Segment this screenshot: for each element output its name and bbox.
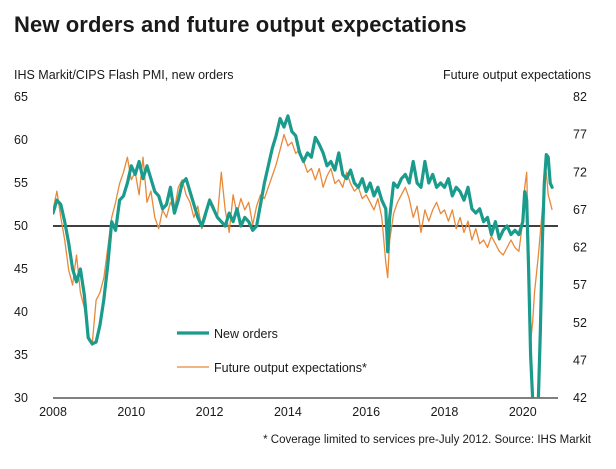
x-tick-label: 2016 xyxy=(352,405,380,419)
left-tick-label: 30 xyxy=(14,391,28,405)
x-tick-label: 2010 xyxy=(117,405,145,419)
x-tick-label: 2014 xyxy=(274,405,302,419)
future-output-series-line xyxy=(53,133,553,346)
new-orders-series-line xyxy=(53,114,554,398)
x-tick-label: 2012 xyxy=(196,405,224,419)
right-tick-label: 72 xyxy=(573,165,587,179)
right-tick-label: 82 xyxy=(573,90,587,104)
x-tick-label: 2020 xyxy=(509,405,537,419)
right-tick-label: 57 xyxy=(573,278,587,292)
left-tick-label: 65 xyxy=(14,90,28,104)
right-tick-label: 52 xyxy=(573,316,587,330)
left-tick-label: 40 xyxy=(14,305,28,319)
legend-future-output-label: Future output expectations* xyxy=(214,361,367,375)
left-tick-label: 55 xyxy=(14,176,28,190)
legend-new-orders-label: New orders xyxy=(214,327,278,341)
left-tick-label: 60 xyxy=(14,133,28,147)
left-tick-label: 35 xyxy=(14,348,28,362)
right-tick-label: 42 xyxy=(573,391,587,405)
x-axis-ticks: 2008 2010 2012 2014 2016 2018 2020 xyxy=(39,405,537,419)
chart-title: New orders and future output expectation… xyxy=(14,12,467,37)
plot-area xyxy=(53,114,558,399)
right-tick-label: 77 xyxy=(573,128,587,142)
left-axis-ticks: 65 60 55 50 45 40 35 30 xyxy=(14,90,28,405)
right-axis-ticks: 82 77 72 67 62 57 52 47 42 xyxy=(573,90,587,405)
right-axis-label: Future output expectations xyxy=(442,68,591,82)
footnote: * Coverage limited to services pre-July … xyxy=(263,434,591,446)
x-tick-label: 2008 xyxy=(39,405,67,419)
legend: New orders Future output expectations* xyxy=(177,327,367,375)
left-tick-label: 50 xyxy=(14,219,28,233)
right-tick-label: 47 xyxy=(573,353,587,367)
right-tick-label: 62 xyxy=(573,241,587,255)
left-tick-label: 45 xyxy=(14,262,28,276)
left-axis-label: IHS Markit/CIPS Flash PMI, new orders xyxy=(14,68,234,82)
x-tick-label: 2018 xyxy=(431,405,459,419)
right-tick-label: 67 xyxy=(573,203,587,217)
